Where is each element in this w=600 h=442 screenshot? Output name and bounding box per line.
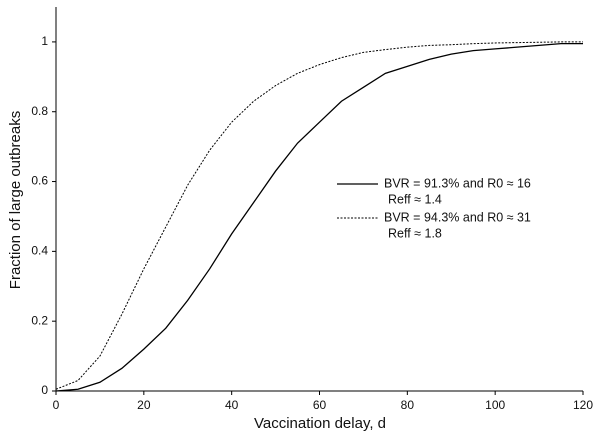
x-tick-label: 120 [573, 398, 593, 412]
x-tick-label: 0 [53, 398, 60, 412]
y-tick-label: 1 [41, 34, 48, 48]
legend-text: BVR = 94.3% and R0 ≈ 31 [384, 210, 531, 224]
y-tick-label: 0.4 [31, 244, 48, 258]
line-series [55, 43, 583, 392]
y-tick-label: 0 [41, 383, 48, 397]
x-tick-label: 20 [137, 398, 151, 412]
x-tick-label: 100 [485, 398, 505, 412]
y-tick-label: 0.6 [31, 174, 48, 188]
x-tick-label: 40 [225, 398, 239, 412]
x-tick-label: 60 [313, 398, 327, 412]
legend-note: Reff ≈ 1.8 [388, 226, 442, 240]
y-tick-label: 0.8 [31, 104, 48, 118]
x-axis-title: Vaccination delay, d [254, 415, 386, 432]
x-tick-label: 80 [401, 398, 415, 412]
legend-text: BVR = 91.3% and R0 ≈ 16 [384, 176, 531, 190]
y-tick-label: 0.2 [31, 313, 48, 327]
legend-note: Reff ≈ 1.4 [388, 192, 442, 206]
y-axis-title: Fraction of large outbreaks [7, 111, 24, 289]
line-series [55, 41, 583, 390]
